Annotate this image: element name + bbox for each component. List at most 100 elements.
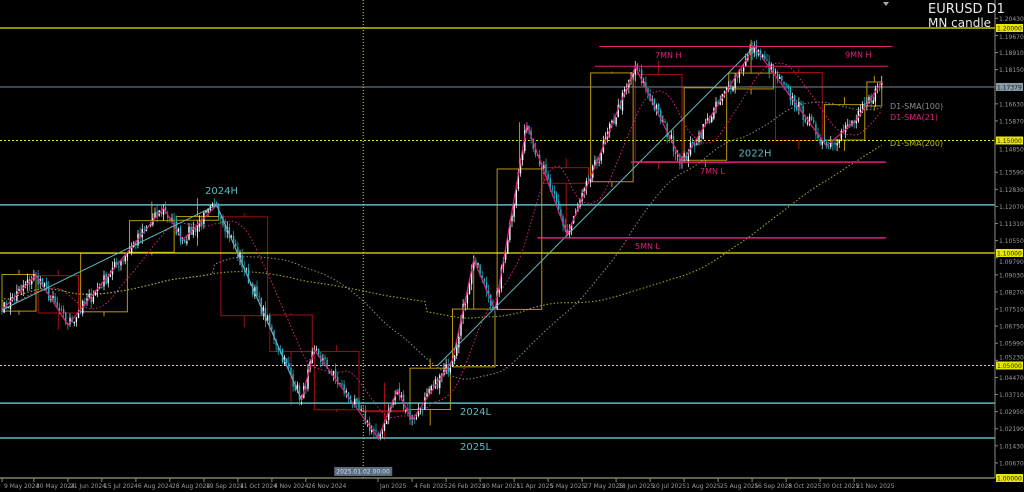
zigzag-line [1, 45, 883, 440]
candle-body [781, 75, 783, 81]
candle-body [583, 188, 585, 192]
price-tick-label: 1.09790 [999, 259, 1024, 266]
price-tag [996, 23, 1023, 32]
candle-body [453, 355, 456, 362]
candle-body [460, 318, 462, 336]
candle-body [789, 87, 792, 101]
candle-body [719, 99, 721, 105]
candle-body [621, 92, 624, 111]
time-tick-label: 6 Aug 2024 [138, 483, 173, 490]
candle-body [545, 164, 547, 174]
candle-body [9, 298, 12, 309]
candle-body [211, 203, 214, 206]
candle-body [156, 211, 158, 218]
candle-body [664, 121, 666, 123]
candle-body [45, 281, 48, 288]
candle-body [358, 400, 360, 410]
candle-body [677, 154, 679, 156]
candle-body [332, 370, 335, 377]
swing-level-label: 9MN H [845, 50, 872, 59]
candle-body [870, 95, 872, 103]
candle-body [813, 120, 815, 123]
dropdown-arrow-icon [883, 2, 889, 6]
candle-body [407, 408, 409, 411]
price-tick-label: 1.14850 [999, 146, 1024, 153]
candle-body [417, 408, 420, 416]
candle-body [337, 376, 339, 385]
candle-body [366, 421, 369, 423]
candle-body [717, 101, 719, 104]
price-tag [996, 361, 1023, 370]
candle-body [239, 253, 241, 259]
candle-body [422, 409, 424, 411]
candle-body [560, 209, 562, 217]
candle-body [184, 239, 186, 243]
candle-body [405, 409, 407, 411]
candle-body [800, 102, 802, 105]
candle-body [764, 55, 766, 60]
candle-body [245, 267, 248, 269]
candle-body [528, 125, 530, 132]
price-tag-label: 1.15000 [997, 138, 1022, 145]
candle-body [600, 153, 602, 161]
candle-body [75, 317, 78, 323]
candle-body [175, 220, 177, 235]
candle-body [806, 122, 809, 124]
candle-body [832, 143, 834, 145]
candle-body [126, 253, 129, 257]
candle-body [419, 408, 422, 410]
candle-body [430, 386, 432, 391]
candle-body [645, 82, 647, 90]
candle-body [41, 278, 44, 286]
candle-body [855, 119, 857, 124]
candle-body [241, 255, 243, 268]
candle-body [341, 383, 343, 385]
time-tick-label: 25 Aug 2025 [720, 483, 759, 490]
candle-body [694, 143, 696, 147]
candle-body [88, 293, 90, 298]
price-tick-label: 1.05230 [999, 354, 1024, 361]
candle-body [808, 116, 811, 125]
candle-body [547, 174, 549, 180]
candle-body [657, 103, 660, 111]
price-tick-label: 1.20430 [999, 16, 1024, 23]
candle-body [237, 247, 239, 258]
candle-body [609, 123, 611, 132]
swing-level-label: 7MN H [655, 51, 682, 60]
candle-body [196, 225, 199, 232]
candle-body [383, 422, 386, 431]
sma-line [1, 62, 883, 419]
candle-body [549, 178, 551, 190]
time-tick-label: 10 Jul 2025 [652, 483, 686, 490]
candle-body [107, 277, 109, 284]
candle-body [347, 392, 350, 398]
candle-body [847, 124, 849, 126]
candle-body [509, 222, 511, 240]
candle-body [666, 123, 668, 137]
candle-body [86, 298, 88, 303]
candle-body [294, 385, 296, 391]
candle-body [354, 399, 356, 405]
level-label: 2022H [739, 148, 772, 159]
candle-body [674, 152, 677, 155]
candle-body [479, 264, 481, 276]
candle-body [445, 364, 447, 372]
candle-body [815, 123, 817, 135]
candle-body [859, 110, 862, 112]
candle-body [177, 228, 180, 234]
candle-body [823, 140, 826, 143]
candle-body [736, 76, 738, 78]
candle-body [568, 229, 571, 235]
candle-body [139, 233, 141, 238]
candle-body [687, 155, 690, 162]
candle-body [186, 241, 188, 244]
candle-body [734, 75, 736, 88]
candle-body [1, 311, 3, 312]
candle-body [553, 191, 556, 194]
candle-body [762, 54, 764, 58]
candle-body [589, 177, 592, 182]
candle-body [517, 172, 520, 189]
candle-body [360, 409, 362, 411]
candle-body [617, 104, 619, 118]
